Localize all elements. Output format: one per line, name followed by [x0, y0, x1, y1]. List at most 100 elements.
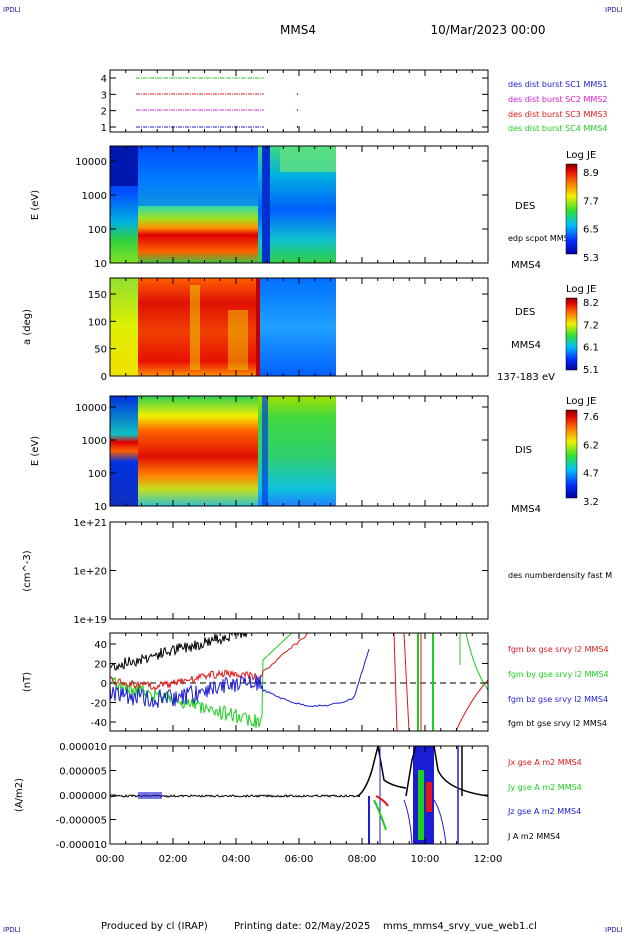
- colorbar3-tick-label: 4.7: [583, 469, 599, 480]
- colorbar2-title: Log JE: [566, 284, 596, 295]
- time-tick-label: 04:00: [222, 854, 251, 865]
- magnetic-ytick-label: 0: [101, 679, 107, 690]
- density-yticks: 1e+19 1e+20 1e+21: [73, 518, 488, 626]
- dis-energy-ytick-label: 1000: [82, 436, 107, 447]
- colorbar3-tick-label: 7.6: [583, 412, 599, 423]
- time-tick-label: 00:00: [96, 854, 125, 865]
- density-ylabel: (cm^-3): [22, 550, 33, 591]
- spectrogram-des-pitch-late: [260, 278, 336, 376]
- panel-density-frame: [109, 521, 489, 620]
- time-tick-label: 02:00: [159, 854, 188, 865]
- time-tick-label: 12:00: [474, 854, 503, 865]
- colorbar1-tick-label: 6.5: [583, 225, 599, 236]
- des-pitch-side-label: DES: [515, 307, 535, 318]
- date-title: 10/Mar/2023 00:00: [431, 23, 546, 37]
- des-pitch-mms-label: MMS4: [511, 340, 541, 351]
- panel-density: (cm^-3) 1e+19 1e+20 1e+21 des numberdensit…: [22, 518, 612, 626]
- des-pitch-energy-label: 137-183 eV: [497, 372, 555, 383]
- current-ytick-label: -0.000005: [56, 816, 107, 827]
- des-energy-ytick-label: 100: [88, 225, 107, 236]
- burst-dot: [297, 109, 298, 111]
- legend-by: fgm by gse srvy l2 MMS4: [508, 670, 609, 679]
- magnetic-ytick-label: 40: [94, 640, 107, 651]
- time-tick-label: 06:00: [285, 854, 314, 865]
- des-pitch-ylabel: a (deg): [22, 309, 33, 345]
- dis-energy-ytick-label: 10000: [75, 403, 107, 414]
- burst-ytick-label: 2: [101, 107, 107, 118]
- burst-ytick-label: 1: [101, 123, 107, 134]
- panel-burst-frame: [109, 69, 489, 133]
- panel-magnetic: (nT) -40 -20 0 20 40 fgm bx gse srvy l2 MMS4…: [22, 632, 609, 732]
- legend-jy: Jy gse A m2 MMS4: [507, 783, 582, 792]
- colorbar1-ticks: 8.9 7.7 6.5 5.3: [583, 168, 599, 264]
- jz-trace: [433, 799, 447, 844]
- jz-noise: [138, 792, 162, 799]
- footer-file: mms_mms4_srvy_vue_web1.cl: [383, 921, 537, 932]
- spectrogram-des-energy-start-dark: [110, 146, 138, 186]
- bx-trace: [110, 633, 309, 691]
- magnetic-ylabel: (nT): [22, 672, 33, 692]
- magnetic-ytick-label: -20: [91, 699, 107, 710]
- bt-trace: [110, 633, 259, 671]
- corner-logo-tr: IPDLI: [605, 6, 623, 14]
- current-ytick-label: 0.000005: [59, 767, 107, 778]
- jy-block: [418, 770, 424, 840]
- bx-spike: [393, 633, 398, 731]
- magnetic-ytick-label: 20: [94, 660, 107, 671]
- footer-printing: Printing date: 02/May/2025: [234, 921, 370, 932]
- dis-energy-ytick-label: 100: [88, 469, 107, 480]
- spectrogram-dis-energy-late: [258, 396, 336, 506]
- magnetic-yticks: -40 -20 0 20 40: [91, 640, 488, 729]
- density-legend: des numberdensity fast M: [508, 571, 612, 580]
- burst-yticks: 1 2 3 4: [101, 74, 488, 134]
- spectrogram-des-pitch-edge: [256, 278, 260, 376]
- dis-energy-ytick-label: 10: [94, 502, 107, 513]
- colorbar1-tick-label: 8.9: [583, 168, 599, 179]
- time-axis-ticks: [109, 70, 489, 844]
- des-energy-mms-label: MMS4: [511, 260, 541, 271]
- des-pitch-ytick-label: 100: [88, 317, 107, 328]
- jx-burst: [375, 795, 389, 807]
- bz-trace: [110, 648, 370, 708]
- legend-burst-mms2: des dist burst SC2 MMS2: [508, 95, 607, 104]
- time-axis-labels: 00:00 02:00 04:00 06:00 08:00 10:00 12:00: [96, 854, 503, 865]
- by-recovery: [465, 633, 488, 691]
- legend-burst-mms3: des dist burst SC3 MMS3: [508, 110, 607, 119]
- dis-energy-side-label: DIS: [515, 445, 532, 456]
- panel-current: (A/m2) -0.000010 -0.000005 0.000000 0.00000…: [14, 742, 582, 851]
- corner-logo-bl: IPDLI: [3, 926, 21, 934]
- spectrogram-des-energy-stripe: [262, 146, 270, 263]
- des-pitch-ytick-label: 50: [94, 345, 107, 356]
- colorbar3: [565, 409, 578, 499]
- footer-produced: Produced by cl (IRAP): [101, 921, 208, 932]
- late-spikes: [393, 633, 488, 731]
- colorbar3-title: Log JE: [566, 396, 596, 407]
- legend-bt: fgm bt gse srvy l2 MMS4: [508, 719, 607, 728]
- legend-bz: fgm bz gse srvy l2 MMS4: [508, 695, 608, 704]
- corner-logo-tl: IPDLI: [3, 6, 21, 14]
- des-energy-ylabel: E (eV): [30, 190, 41, 220]
- dis-energy-ylabel: E (eV): [30, 436, 41, 466]
- colorbar2-tick-label: 8.2: [583, 298, 599, 309]
- colorbar2: [565, 297, 578, 371]
- jz-trace: [403, 799, 413, 844]
- spacecraft-title: MMS4: [280, 23, 316, 37]
- burst-dot: [297, 126, 298, 128]
- legend-bx: fgm bx gse srvy l2 MMS4: [508, 645, 609, 654]
- colorbar1-title: Log JE: [566, 150, 596, 161]
- panel-burst: 1 2 3 4 des dist burst SC1 MMS1 des dist bu…: [101, 69, 607, 134]
- burst-ytick-label: 4: [101, 74, 107, 85]
- spectrogram-dis-energy-start: [110, 396, 138, 506]
- legend-j: J A m2 MMS4: [507, 832, 560, 841]
- colorbar2-ticks: 8.2 7.2 6.1 5.1: [583, 298, 599, 376]
- time-tick-label: 08:00: [348, 854, 377, 865]
- des-energy-ytick-label: 10: [94, 259, 107, 270]
- des-energy-scpot-label: edp scpot MMS4: [508, 234, 574, 243]
- bx-recovery: [455, 679, 488, 731]
- des-pitch-ytick-label: 150: [88, 290, 107, 301]
- j-burst: [405, 746, 488, 797]
- current-yticks: -0.000010 -0.000005 0.000000 0.000005 0.0000…: [56, 742, 488, 851]
- spectrogram-dis-energy-stripe: [262, 396, 268, 506]
- spectrogram-des-energy-upper: [138, 146, 258, 206]
